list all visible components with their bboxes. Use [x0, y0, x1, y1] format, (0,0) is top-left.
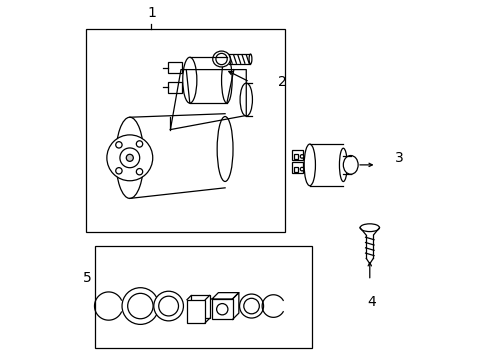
Circle shape: [216, 53, 227, 65]
Circle shape: [120, 148, 140, 168]
Ellipse shape: [240, 83, 252, 116]
Circle shape: [116, 142, 122, 148]
Ellipse shape: [217, 117, 233, 181]
Bar: [167, 82, 182, 93]
Ellipse shape: [359, 224, 379, 231]
Text: 2: 2: [278, 75, 286, 89]
Bar: [167, 62, 182, 73]
Bar: [293, 167, 298, 172]
Circle shape: [116, 168, 122, 174]
Circle shape: [126, 154, 133, 161]
Text: 5: 5: [83, 271, 91, 285]
Ellipse shape: [116, 117, 143, 198]
Ellipse shape: [339, 148, 346, 181]
Ellipse shape: [212, 51, 230, 67]
Bar: [94, 246, 311, 348]
Bar: [291, 150, 303, 160]
Circle shape: [136, 141, 142, 147]
Ellipse shape: [304, 144, 315, 186]
Bar: [186, 300, 205, 323]
Bar: [293, 154, 298, 159]
Bar: [85, 29, 285, 232]
Ellipse shape: [221, 57, 232, 103]
Ellipse shape: [183, 57, 197, 103]
Circle shape: [127, 293, 153, 319]
Bar: [212, 299, 232, 319]
Bar: [191, 296, 209, 318]
Circle shape: [244, 298, 259, 314]
Ellipse shape: [343, 156, 357, 174]
Circle shape: [107, 135, 152, 181]
Circle shape: [159, 296, 178, 316]
Text: 1: 1: [147, 6, 156, 20]
Text: 3: 3: [394, 151, 403, 165]
Text: 4: 4: [366, 296, 375, 310]
Circle shape: [239, 294, 263, 318]
Ellipse shape: [248, 54, 251, 64]
Circle shape: [154, 291, 183, 321]
Circle shape: [300, 167, 303, 171]
Circle shape: [122, 288, 159, 324]
Bar: [291, 162, 303, 173]
Circle shape: [136, 168, 142, 175]
Circle shape: [300, 155, 303, 158]
Circle shape: [216, 303, 227, 315]
